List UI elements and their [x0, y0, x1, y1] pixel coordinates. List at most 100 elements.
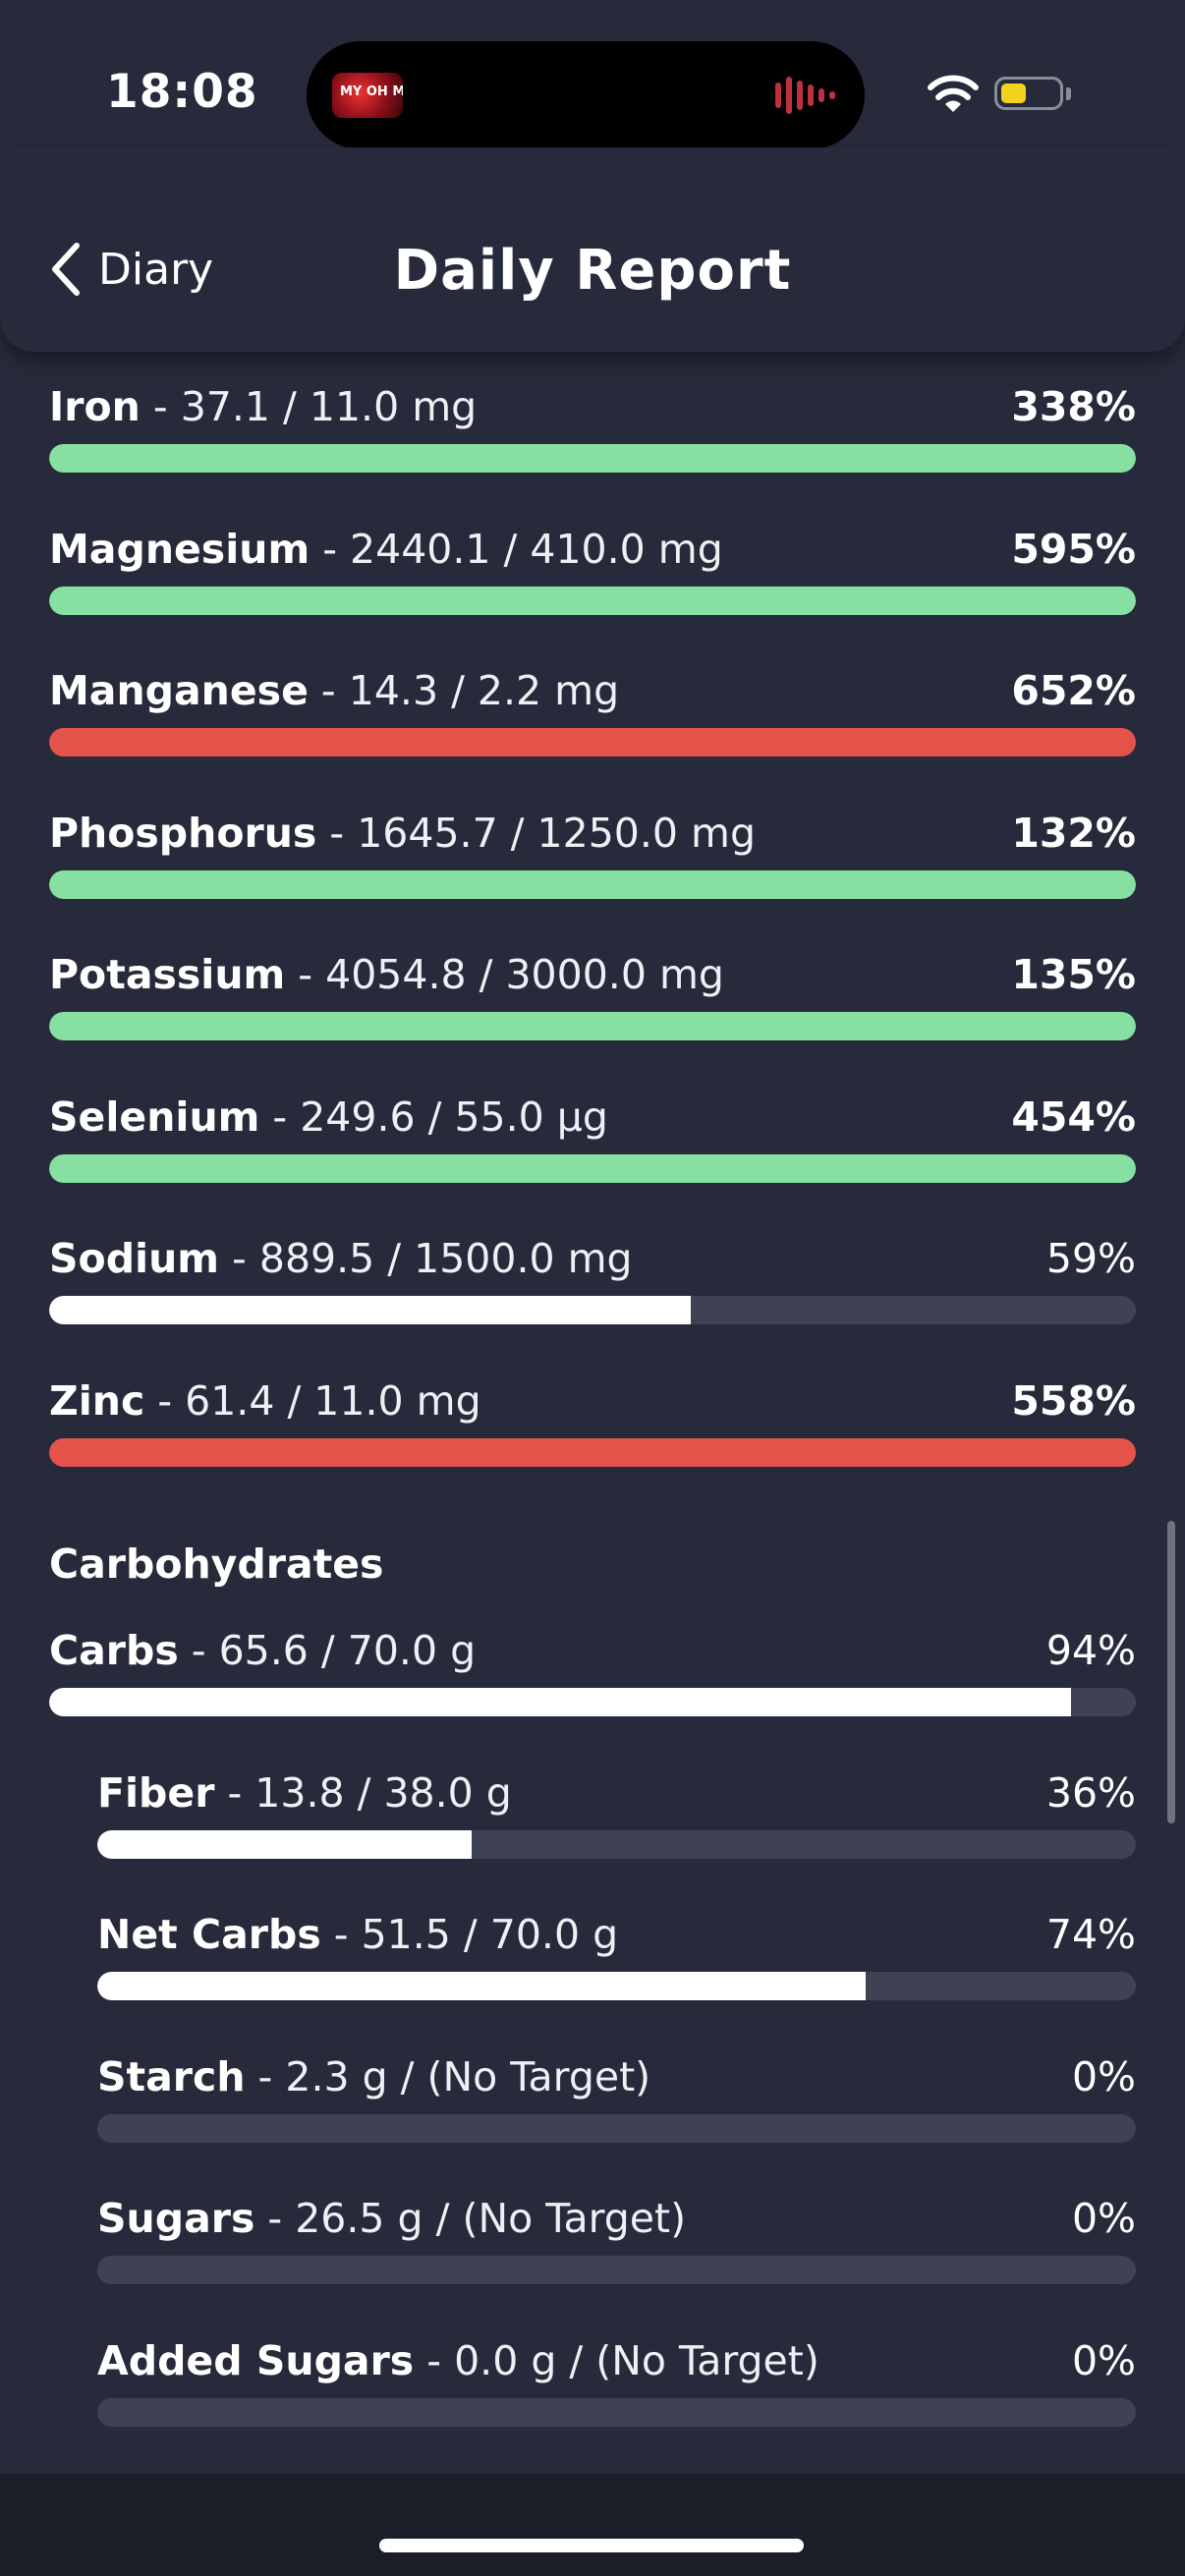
nutrient-row[interactable]: Potassium - 4054.8 / 3000.0 mg 135%: [49, 947, 1136, 1065]
nutrient-percent: 94%: [1045, 1627, 1136, 1674]
nutrient-row[interactable]: Sodium - 889.5 / 1500.0 mg 59%: [49, 1231, 1136, 1349]
nutrient-percent: 59%: [1045, 1235, 1136, 1282]
progress-fill: [49, 1153, 1136, 1183]
nutrient-name: Added Sugars: [97, 2336, 415, 2384]
scrollbar[interactable]: [1167, 1521, 1175, 1823]
progress-track: [97, 2397, 1136, 2427]
progress-track: [49, 586, 1136, 615]
nutrient-header: Manganese - 14.3 / 2.2 mg 652%: [49, 663, 1136, 718]
battery-level: [1001, 84, 1026, 103]
nutrient-amount: - 13.8 / 38.0 g: [214, 1768, 512, 1817]
progress-fill: [49, 586, 1136, 615]
back-button[interactable]: Diary: [49, 242, 213, 297]
nutrient-label: Sodium - 889.5 / 1500.0 mg: [49, 1235, 633, 1282]
nutrient-amount: - 2.3 g / (No Target): [245, 2052, 651, 2100]
progress-fill: [49, 1688, 1071, 1716]
nutrient-header: Fiber - 13.8 / 38.0 g 36%: [97, 1765, 1136, 1820]
nutrient-name: Sodium: [49, 1235, 220, 1282]
nutrient-percent: 36%: [1045, 1768, 1136, 1817]
nutrient-name: Manganese: [49, 667, 309, 714]
progress-track: [49, 1153, 1136, 1183]
bottom-bar: [0, 2474, 1185, 2576]
progress-track: [97, 1829, 1136, 1859]
progress-track: [49, 1688, 1136, 1716]
nutrient-row[interactable]: Magnesium - 2440.1 / 410.0 mg 595%: [49, 522, 1136, 640]
nutrient-label: Selenium - 249.6 / 55.0 µg: [49, 1093, 608, 1141]
section-title-carbohydrates: Carbohydrates: [49, 1540, 384, 1588]
nutrient-label: Iron - 37.1 / 11.0 mg: [49, 383, 477, 430]
nutrient-header: Carbs - 65.6 / 70.0 g 94%: [49, 1623, 1136, 1678]
nutrient-row[interactable]: Sugars - 26.5 g / (No Target) 0%: [97, 2191, 1136, 2309]
nutrient-row[interactable]: Manganese - 14.3 / 2.2 mg 652%: [49, 663, 1136, 781]
status-time: 18:08: [106, 65, 258, 119]
nutrient-amount: - 37.1 / 11.0 mg: [140, 383, 478, 430]
nutrient-label: Carbs - 65.6 / 70.0 g: [49, 1627, 476, 1674]
progress-track: [49, 444, 1136, 473]
nutrient-amount: - 889.5 / 1500.0 mg: [219, 1235, 633, 1282]
nutrient-amount: - 4054.8 / 3000.0 mg: [285, 951, 724, 998]
nutrient-label: Zinc - 61.4 / 11.0 mg: [49, 1377, 481, 1425]
audio-waveform-icon: [775, 77, 835, 114]
nutrient-percent: 0%: [1071, 2336, 1136, 2384]
nutrient-amount: - 14.3 / 2.2 mg: [308, 667, 620, 714]
nutrient-percent: 0%: [1071, 2195, 1136, 2242]
nutrient-name: Phosphorus: [49, 809, 317, 857]
battery-icon: [994, 77, 1063, 110]
nutrient-row[interactable]: Added Sugars - 0.0 g / (No Target) 0%: [97, 2333, 1136, 2451]
progress-fill: [49, 869, 1136, 899]
nutrient-amount: - 249.6 / 55.0 µg: [259, 1092, 608, 1141]
nutrient-name: Starch: [97, 2052, 246, 2100]
nutrient-amount: - 61.4 / 11.0 mg: [144, 1376, 481, 1425]
nutrient-label: Manganese - 14.3 / 2.2 mg: [49, 667, 619, 714]
nutrient-name: Magnesium: [49, 525, 310, 573]
nutrient-label: Magnesium - 2440.1 / 410.0 mg: [49, 526, 723, 573]
nutrient-row[interactable]: Selenium - 249.6 / 55.0 µg 454%: [49, 1090, 1136, 1207]
navigation-bar: Diary Daily Report: [0, 147, 1185, 352]
nutrient-percent: 454%: [1011, 1092, 1136, 1141]
nutrient-name: Iron: [49, 383, 141, 430]
nutrient-name: Zinc: [49, 1376, 145, 1425]
nutrient-percent: 558%: [1011, 1376, 1136, 1425]
nutrient-row[interactable]: Carbs - 65.6 / 70.0 g 94%: [49, 1623, 1136, 1741]
nutrient-header: Selenium - 249.6 / 55.0 µg 454%: [49, 1090, 1136, 1145]
progress-track: [97, 2113, 1136, 2143]
nutrient-amount: - 51.5 / 70.0 g: [320, 1911, 619, 1958]
nutrient-row[interactable]: Net Carbs - 51.5 / 70.0 g 74%: [97, 1907, 1136, 2025]
nutrient-header: Zinc - 61.4 / 11.0 mg 558%: [49, 1373, 1136, 1428]
home-indicator[interactable]: [379, 2539, 804, 2552]
back-label: Diary: [98, 244, 214, 295]
nutrient-header: Magnesium - 2440.1 / 410.0 mg 595%: [49, 522, 1136, 577]
page-title: Daily Report: [393, 239, 792, 303]
artwork-text: MY OH M: [340, 84, 403, 99]
nutrient-percent: 652%: [1011, 667, 1136, 714]
nutrient-name: Net Carbs: [97, 1911, 321, 1958]
nutrient-percent: 338%: [1011, 383, 1136, 430]
nutrient-label: Phosphorus - 1645.7 / 1250.0 mg: [49, 810, 756, 857]
nutrient-header: Net Carbs - 51.5 / 70.0 g 74%: [97, 1907, 1136, 1962]
nutrient-name: Potassium: [49, 951, 286, 998]
status-bar: 18:08 MY OH M: [0, 0, 1185, 149]
progress-fill: [49, 1296, 691, 1324]
nutrient-name: Sugars: [97, 2195, 255, 2242]
nutrient-label: Potassium - 4054.8 / 3000.0 mg: [49, 951, 724, 998]
nutrient-row[interactable]: Iron - 37.1 / 11.0 mg 338%: [49, 379, 1136, 497]
nutrient-row[interactable]: Fiber - 13.8 / 38.0 g 36%: [97, 1765, 1136, 1883]
nutrient-amount: - 2440.1 / 410.0 mg: [310, 525, 723, 573]
nutrient-name: Fiber: [97, 1768, 215, 1817]
chevron-left-icon: [52, 243, 80, 296]
nutrient-name: Selenium: [49, 1092, 260, 1141]
now-playing-artwork: MY OH M: [332, 73, 403, 118]
nutrient-header: Sodium - 889.5 / 1500.0 mg 59%: [49, 1231, 1136, 1286]
wifi-icon: [928, 75, 979, 112]
progress-track: [49, 728, 1136, 756]
progress-track: [97, 1972, 1136, 2000]
nutrient-row[interactable]: Zinc - 61.4 / 11.0 mg 558%: [49, 1373, 1136, 1491]
nutrient-name: Carbs: [49, 1627, 179, 1674]
dynamic-island[interactable]: MY OH M: [307, 41, 865, 149]
progress-track: [97, 2256, 1136, 2284]
nutrient-amount: - 0.0 g / (No Target): [414, 2336, 819, 2384]
nutrient-header: Sugars - 26.5 g / (No Target) 0%: [97, 2191, 1136, 2246]
nutrient-row[interactable]: Starch - 2.3 g / (No Target) 0%: [97, 2049, 1136, 2167]
nutrient-row[interactable]: Phosphorus - 1645.7 / 1250.0 mg 132%: [49, 806, 1136, 924]
battery-tip: [1066, 87, 1071, 100]
